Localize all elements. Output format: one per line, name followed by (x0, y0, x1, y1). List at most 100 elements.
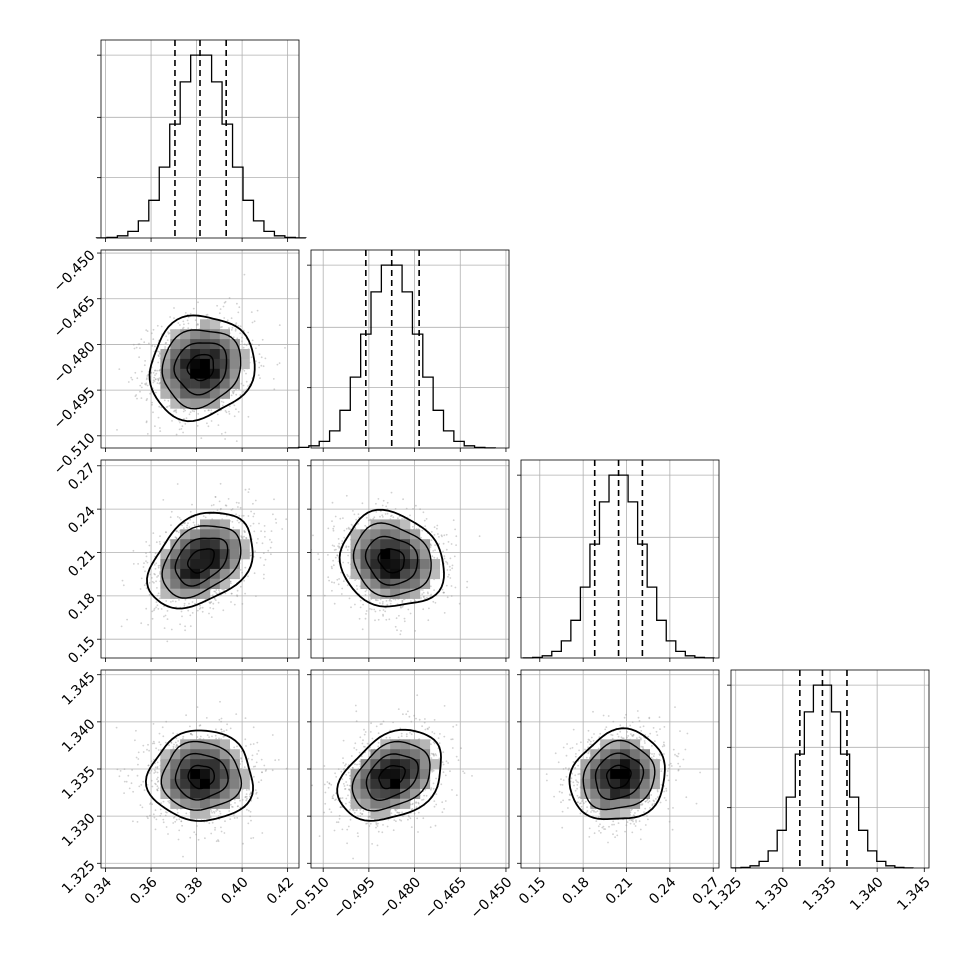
sample-point (221, 731, 223, 733)
sample-point (446, 561, 449, 564)
sample-point (450, 595, 453, 597)
density-cell (160, 568, 171, 580)
contour-level-3 (146, 511, 254, 610)
sample-point (341, 587, 344, 590)
sample-point (188, 602, 190, 605)
sample-point (229, 803, 232, 806)
sample-point (349, 577, 351, 580)
density-cell (229, 559, 240, 570)
sample-point (424, 525, 427, 527)
sample-point (423, 595, 425, 598)
sample-point (247, 822, 250, 825)
sample-point (220, 717, 223, 720)
sample-point (448, 573, 450, 576)
sample-point (327, 576, 330, 579)
sample-point (196, 527, 198, 530)
sample-point (179, 421, 181, 424)
sample-point (183, 521, 186, 524)
sample-point (225, 504, 228, 507)
density-cell (390, 519, 401, 530)
sample-point (119, 770, 122, 772)
sample-point (350, 606, 352, 609)
sample-point (230, 592, 233, 595)
sample-point (450, 585, 453, 587)
sample-point (235, 388, 237, 391)
density-cell (170, 578, 181, 589)
sample-point (175, 737, 178, 740)
sample-point (379, 515, 381, 518)
sample-point (331, 589, 333, 592)
sample-point (336, 578, 339, 581)
sample-point (201, 606, 204, 609)
density-cell (380, 568, 391, 580)
density-cell (360, 568, 371, 580)
sample-point (238, 521, 240, 524)
density-cell (200, 378, 211, 389)
density-cell (219, 349, 230, 360)
sample-point (442, 591, 445, 594)
sample-point (130, 782, 133, 785)
sample-point (381, 504, 384, 507)
sample-point (433, 556, 436, 559)
sample-point (224, 300, 227, 303)
sample-point (156, 382, 159, 384)
sample-point (446, 596, 449, 599)
sample-point (345, 545, 348, 548)
density-cell (180, 329, 191, 340)
sample-point (337, 545, 339, 548)
sample-point (421, 529, 424, 532)
sample-point (442, 542, 445, 545)
sample-point (255, 360, 257, 362)
density-cell (410, 549, 421, 560)
sample-point (192, 307, 195, 310)
density-cell (219, 519, 230, 530)
sample-point (331, 581, 333, 584)
sample-point (253, 775, 255, 778)
density-cell (380, 529, 391, 540)
sample-point (175, 530, 178, 533)
density-cell (209, 578, 221, 589)
sample-point (234, 329, 237, 332)
sample-point (219, 700, 221, 703)
contour-level-0 (186, 353, 215, 382)
sample-point (243, 535, 245, 538)
sample-point (401, 517, 403, 520)
sample-point (146, 384, 149, 387)
sample-point (430, 544, 433, 547)
sample-point (403, 620, 406, 623)
sample-point (260, 364, 263, 367)
sample-point (224, 592, 227, 595)
sample-point (251, 758, 253, 761)
sample-point (241, 760, 244, 763)
sample-point (209, 817, 212, 819)
sample-point (132, 563, 135, 565)
sample-point (451, 567, 454, 570)
pair-panel-3-0 (97, 669, 300, 872)
sample-point (395, 617, 398, 620)
density-cell (190, 368, 201, 379)
sample-point (235, 408, 237, 411)
sample-point (186, 524, 189, 527)
sample-point (170, 524, 172, 527)
sample-point (347, 545, 350, 548)
sample-point (239, 585, 242, 588)
sample-point (145, 552, 147, 554)
sample-point (218, 312, 221, 315)
density-cell (229, 358, 240, 370)
sample-point (170, 601, 172, 603)
sample-point (162, 499, 165, 501)
sample-point (356, 588, 359, 590)
sample-point (154, 369, 157, 372)
sample-point (284, 347, 286, 349)
sample-point (214, 590, 217, 593)
sample-point (346, 549, 349, 551)
sample-point (167, 331, 170, 334)
sample-point (412, 508, 414, 510)
sample-point (245, 537, 248, 540)
sample-point (155, 391, 157, 394)
sample-point (182, 326, 185, 329)
sample-point (331, 501, 334, 504)
sample-point (258, 361, 261, 364)
sample-point (382, 499, 385, 502)
sample-point (245, 795, 248, 798)
